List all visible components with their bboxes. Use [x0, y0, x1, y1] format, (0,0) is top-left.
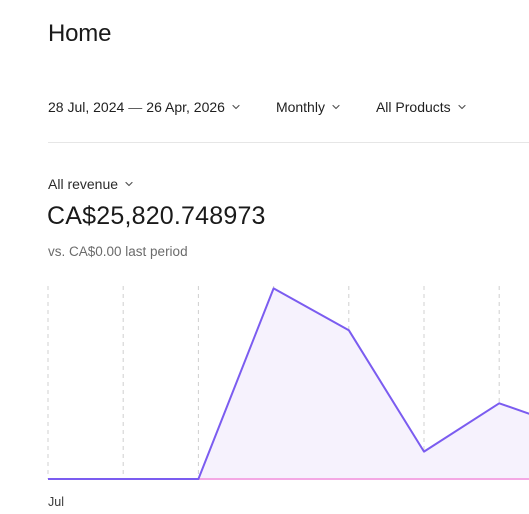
- revenue-chart: Jul: [47, 286, 529, 509]
- period-select[interactable]: Monthly: [276, 99, 341, 115]
- x-axis-ticks: Jul: [48, 495, 64, 509]
- products-label: All Products: [375, 99, 451, 115]
- date-end: 26 Apr, 2026: [146, 99, 225, 115]
- chevron-down-icon: [125, 181, 133, 187]
- header-divider: [48, 142, 529, 143]
- date-start: 28 Jul, 2024: [48, 99, 125, 115]
- chevron-down-icon: [458, 104, 466, 110]
- chevron-down-icon: [232, 104, 240, 110]
- metric-value: CA$25,820.748973: [47, 202, 266, 230]
- page-title: Home: [48, 20, 112, 47]
- metric-selector-label: All revenue: [48, 176, 119, 192]
- date-range-picker[interactable]: 28 Jul, 2024 — 26 Apr, 2026: [48, 99, 241, 115]
- metric-selector[interactable]: All revenue: [48, 176, 134, 192]
- revenue-line: [48, 287, 529, 480]
- period-label: Monthly: [275, 99, 325, 115]
- date-separator: —: [128, 99, 143, 115]
- products-select[interactable]: All Products: [376, 99, 467, 115]
- x-tick-label: Jul: [48, 495, 64, 509]
- filter-bar: 28 Jul, 2024 — 26 Apr, 2026 Monthly All …: [48, 97, 467, 117]
- revenue-area: [48, 288, 529, 479]
- metric-comparison: vs. CA$0.00 last period: [48, 244, 188, 259]
- chevron-down-icon: [332, 104, 340, 110]
